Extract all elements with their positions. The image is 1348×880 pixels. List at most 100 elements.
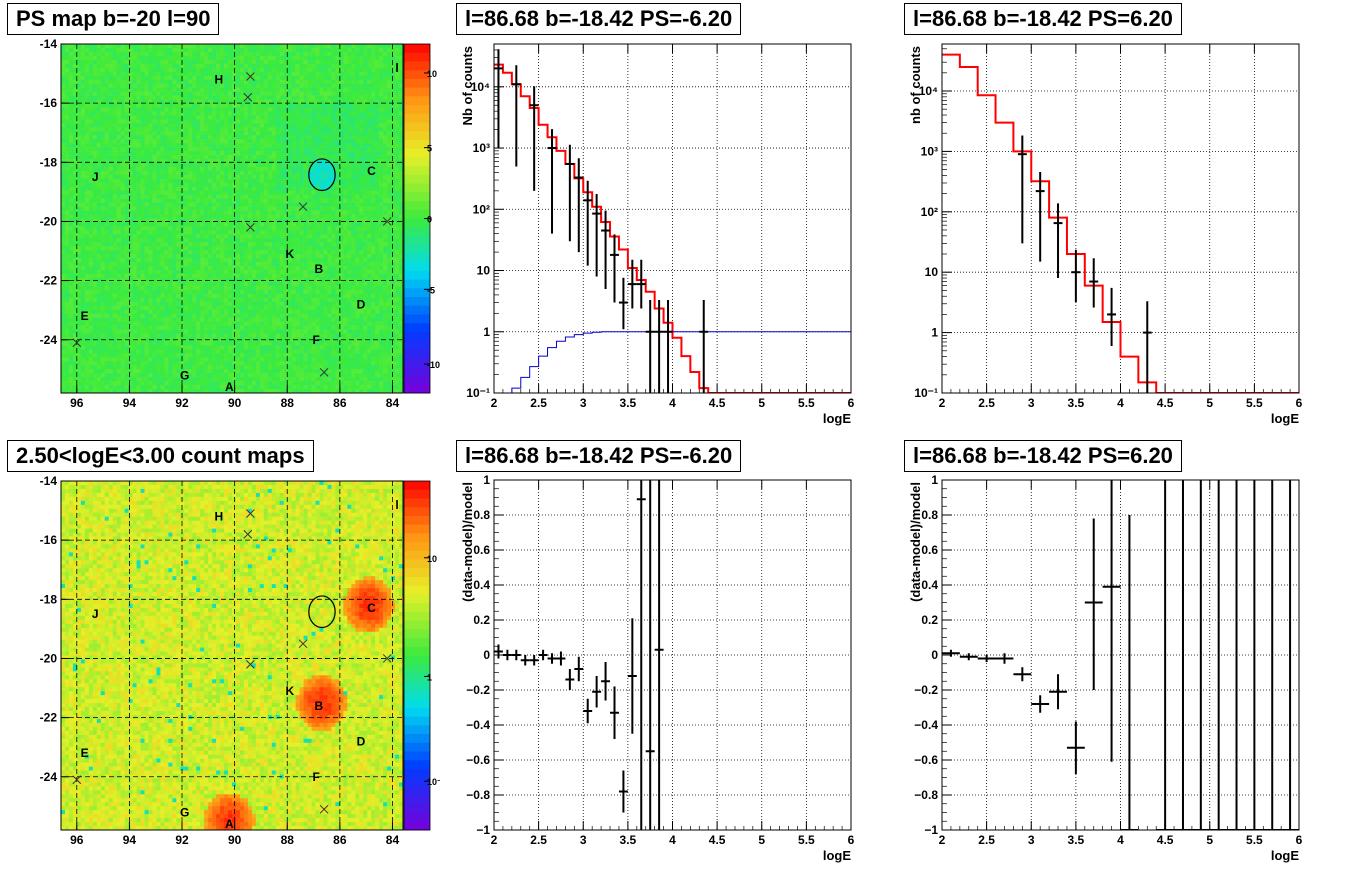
heatmap-cell [136, 103, 141, 108]
heatmap-cell [80, 353, 86, 358]
heatmap-cell [140, 182, 145, 188]
heatmap-cell [88, 361, 94, 366]
heatmap-cell [140, 325, 145, 330]
heatmap-cell [235, 206, 241, 211]
heatmap-cell [61, 325, 66, 330]
heatmap-cell [204, 389, 209, 394]
heatmap-cell [104, 214, 110, 219]
heatmap-cell [279, 246, 284, 251]
heatmap-cell [243, 47, 249, 53]
heatmap-cell [108, 202, 113, 207]
heatmap-cell [251, 143, 257, 148]
heatmap-cell [216, 127, 221, 132]
heatmap-cell [212, 51, 217, 57]
heatmap-cell [140, 365, 145, 370]
heatmap-cell [188, 297, 193, 303]
heatmap-cell [168, 111, 173, 116]
heatmap-cell [88, 83, 94, 88]
heatmap-cell [76, 373, 82, 378]
heatmap-cell [132, 44, 137, 49]
heatmap-cell [124, 353, 129, 358]
heatmap-cell [271, 353, 277, 358]
heatmap-cell [112, 321, 117, 326]
heatmap-cell [228, 111, 233, 116]
heatmap-cell [176, 262, 181, 267]
heatmap-cell [61, 297, 66, 303]
heatmap-cell [216, 337, 221, 342]
heatmap-cell [104, 155, 110, 160]
heatmap-cell [228, 202, 233, 207]
heatmap-cell [220, 222, 225, 227]
heatmap-cell [232, 198, 237, 203]
heatmap-cell [124, 369, 129, 374]
heatmap-cell [208, 238, 213, 243]
heatmap-cell [271, 51, 277, 57]
heatmap-cell [188, 206, 193, 211]
heatmap-cell [283, 281, 288, 287]
heatmap-cell [96, 194, 102, 199]
heatmap-cell [212, 55, 217, 61]
heatmap-cell [120, 198, 125, 203]
heatmap-cell [100, 182, 106, 188]
heatmap-cell [160, 95, 165, 100]
heatmap-cell [180, 365, 185, 370]
heatmap-cell [136, 301, 141, 307]
heatmap-cell [80, 313, 86, 318]
heatmap-cell [88, 309, 94, 314]
heatmap-cell [128, 373, 133, 378]
heatmap-cell [204, 214, 209, 219]
heatmap-cell [120, 317, 125, 322]
heatmap-cell [64, 254, 70, 259]
heatmap-cell [140, 381, 145, 386]
heatmap-cell [96, 87, 102, 92]
heatmap-cell [128, 75, 133, 80]
heatmap-cell [80, 198, 86, 203]
heatmap-cell [112, 159, 117, 164]
heatmap-cell [235, 119, 241, 124]
heatmap-cell [136, 206, 141, 211]
heatmap-cell [232, 321, 237, 326]
heatmap-cell [208, 377, 213, 382]
heatmap-cell [68, 262, 74, 267]
heatmap-cell [212, 159, 217, 164]
heatmap-cell [92, 246, 98, 251]
heatmap-cell [136, 51, 141, 57]
heatmap-cell [212, 170, 217, 176]
heatmap-cell [204, 281, 209, 287]
heatmap-cell [96, 317, 102, 322]
heatmap-cell [200, 274, 205, 279]
heatmap-cell [275, 281, 281, 287]
heatmap-cell [232, 194, 237, 199]
heatmap-cell [188, 147, 193, 152]
heatmap-cell [76, 333, 82, 338]
heatmap-cell [255, 317, 261, 322]
heatmap-cell [220, 293, 225, 299]
heatmap-cell [212, 297, 217, 303]
heatmap-cell [76, 289, 82, 295]
heatmap-cell [216, 198, 221, 203]
heatmap-cell [112, 206, 117, 211]
heatmap-cell [204, 305, 209, 311]
heatmap-cell [64, 155, 70, 160]
heatmap-cell [164, 254, 169, 259]
heatmap-cell [196, 170, 201, 176]
heatmap-cell [259, 325, 265, 330]
heatmap-cell [224, 361, 229, 366]
heatmap-cell [88, 266, 94, 271]
heatmap-cell [239, 242, 245, 247]
heatmap-cell [275, 214, 281, 219]
heatmap-cell [208, 329, 213, 334]
heatmap-cell [192, 55, 197, 61]
heatmap-cell [235, 139, 241, 144]
heatmap-cell [144, 79, 149, 84]
heatmap-cell [116, 59, 121, 65]
heatmap-cell [168, 353, 173, 358]
heatmap-cell [243, 115, 249, 120]
heatmap-cell [200, 262, 205, 267]
heatmap-cell [172, 274, 177, 279]
heatmap-cell [64, 206, 70, 211]
heatmap-cell [279, 103, 284, 108]
heatmap-cell [148, 246, 153, 251]
heatmap-cell [112, 87, 117, 92]
heatmap-cell [271, 234, 277, 239]
